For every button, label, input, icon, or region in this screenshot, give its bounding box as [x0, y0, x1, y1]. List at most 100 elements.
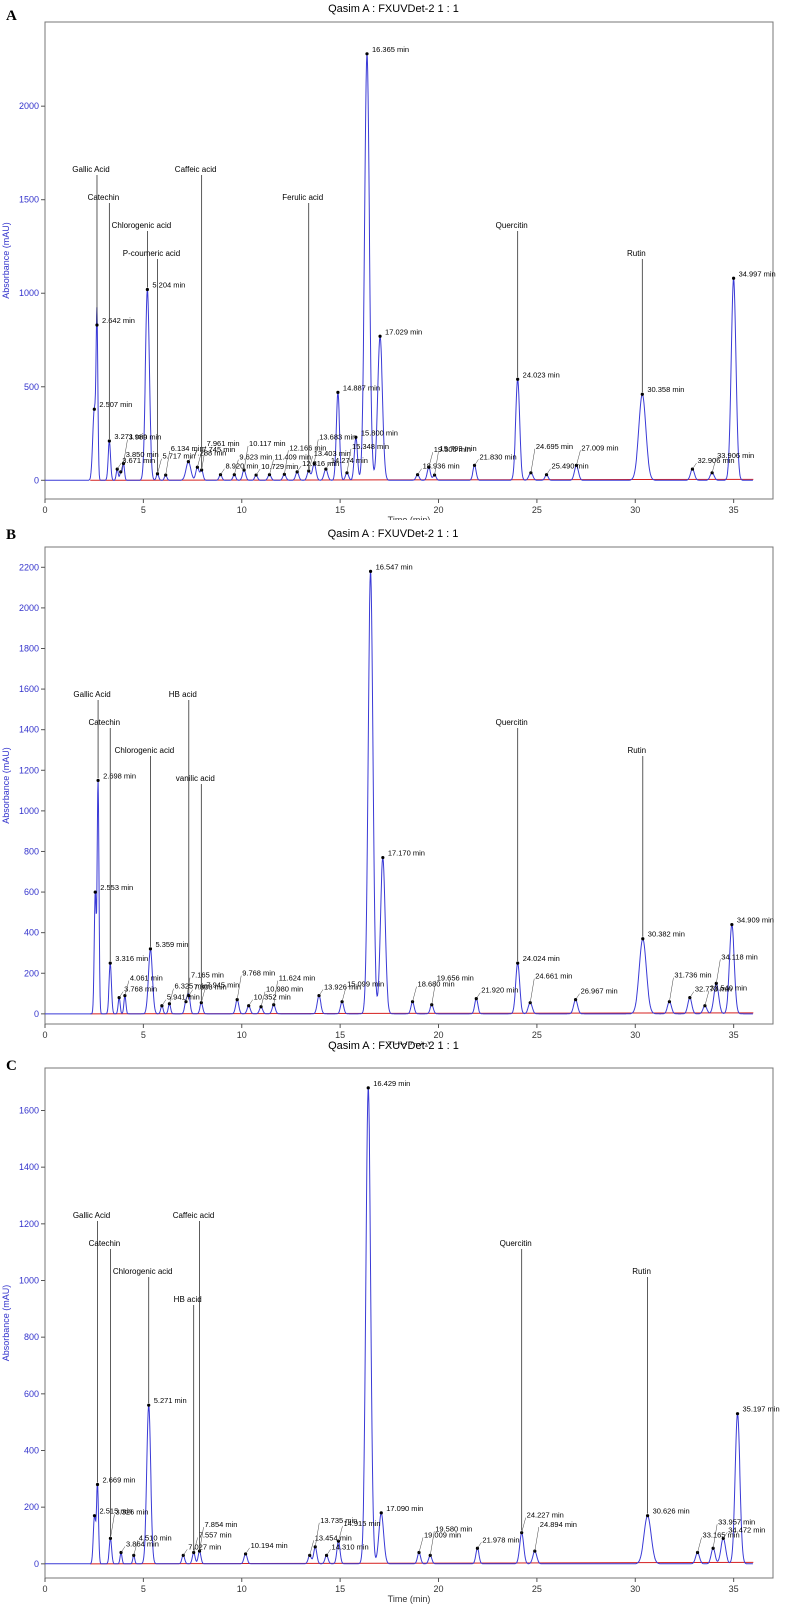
peak-leader [255, 468, 261, 476]
peak-rt-label: 24.227 min [527, 1511, 564, 1520]
peak-leader [157, 458, 162, 474]
chromatogram-panel-b: 0 200 400 600 800 1000 1200 1400 1600 1800 2000 220… [0, 525, 787, 1045]
compound-label: Rutin [632, 1267, 651, 1276]
peak-leader [308, 455, 313, 472]
peak-leader [576, 450, 581, 466]
peak-leader [199, 1527, 204, 1552]
peak-rt-label: 33.165 min [703, 1531, 740, 1540]
peak-rt-label: 2.698 min [103, 771, 136, 780]
peak-marker [378, 334, 382, 338]
peak-leader [309, 1540, 314, 1556]
y-tick-label: 400 [24, 928, 39, 938]
peak-rt-label: 13.454 min [315, 1533, 352, 1542]
peak-rt-label: 12.816 min [302, 459, 339, 468]
peak-marker [428, 1553, 432, 1557]
y-tick-label: 800 [24, 846, 39, 856]
peak-rt-label: 32.773 min [695, 985, 732, 994]
chromatogram-trace [45, 1087, 753, 1565]
peak-rt-label: 32.906 min [697, 456, 734, 465]
peak-marker [167, 1002, 172, 1006]
peak-rt-label: 14.310 min [332, 1542, 369, 1551]
peak-marker [92, 407, 96, 411]
peak-leader [692, 462, 697, 470]
x-axis-label: Time (min) [388, 515, 431, 520]
peak-rt-label: 24.894 min [540, 1520, 577, 1529]
peak-marker [181, 1553, 185, 1557]
peak-rt-label: 24.024 min [523, 954, 560, 963]
y-tick-label: 500 [24, 382, 39, 392]
peak-rt-label: 7.557 min [199, 1531, 232, 1540]
chart-title: Qasim A : FXUVDet-2 1 : 1 [328, 528, 459, 540]
peak-leader [124, 980, 130, 996]
y-tick-label: 2200 [19, 562, 39, 572]
peak-marker [313, 1545, 317, 1549]
compound-label: Quercitin [496, 221, 528, 230]
peak-marker [721, 1536, 725, 1540]
peak-marker [132, 1553, 136, 1557]
peak-leader [418, 1537, 424, 1553]
peak-marker [197, 1549, 202, 1553]
peak-marker [147, 1403, 151, 1407]
x-tick-label: 0 [42, 1030, 47, 1040]
peak-rt-label: 21.920 min [481, 986, 518, 995]
y-tick-label: 1000 [19, 288, 39, 298]
x-tick-label: 25 [532, 505, 542, 515]
peak-rt-label: 6.134 min [171, 444, 204, 453]
compound-label: Catechin [88, 718, 120, 727]
peak-marker [735, 1412, 740, 1416]
peak-rt-label: 25.490 min [552, 462, 589, 471]
peak-rt-label: 33.906 min [717, 451, 754, 460]
peak-rt-label: 13.735 min [320, 1516, 357, 1525]
peak-marker [199, 1001, 203, 1005]
peak-marker [92, 1514, 97, 1518]
peak-leader [161, 999, 167, 1006]
compound-label: P-coumeric acid [123, 249, 180, 258]
y-tick-label: 0 [34, 475, 39, 485]
compound-label: Chlorogenic acid [113, 1267, 173, 1276]
peak-rt-label: 24.023 min [523, 370, 560, 379]
peak-marker [324, 1553, 329, 1557]
plot-area [44, 546, 774, 1025]
peak-leader [273, 980, 278, 1005]
x-tick-label: 15 [335, 1584, 345, 1594]
compound-label: Quercitin [496, 718, 528, 727]
peak-rt-label: 7.288 min [193, 449, 226, 458]
peak-leader [689, 991, 695, 998]
peak-rt-label: 19.506 min [434, 445, 471, 454]
compound-label: Rutin [627, 249, 646, 258]
y-tick-label: 200 [24, 1502, 39, 1512]
peak-rt-label: 19.656 min [437, 974, 474, 983]
peak-rt-label: 13.683 min [319, 432, 356, 441]
peak-leader [434, 451, 439, 476]
y-tick-label: 200 [24, 968, 39, 978]
chromatogram-trace [45, 54, 753, 481]
peak-rt-label: 3.671 min [122, 456, 155, 465]
peak-marker [410, 1000, 415, 1004]
peak-marker [317, 993, 321, 998]
peak-marker [123, 993, 127, 998]
peak-leader [669, 977, 674, 1002]
peak-leader [325, 462, 331, 470]
peak-marker [164, 473, 168, 477]
baseline-line [90, 1012, 754, 1015]
panel-letter: C [6, 1058, 17, 1074]
chart-title: Qasim A : FXUVDet-2 1 : 1 [328, 1040, 459, 1052]
peak-leader [530, 448, 536, 473]
peak-rt-label: 12.166 min [289, 443, 326, 452]
peak-marker [95, 1482, 100, 1487]
x-tick-label: 30 [630, 1030, 640, 1040]
peak-rt-label: 5.204 min [152, 280, 185, 289]
peak-marker [641, 937, 645, 941]
peak-rt-label: 21.830 min [480, 452, 517, 461]
peak-rt-label: 13.403 min [314, 449, 351, 458]
peak-marker [366, 1086, 370, 1090]
peak-rt-label: 6.325 min [174, 982, 207, 991]
y-axis-label: Absorbance (mAU) [1, 1285, 11, 1362]
peak-marker [93, 890, 97, 894]
peak-marker [730, 922, 734, 927]
peak-rt-label: 16.429 min [373, 1079, 410, 1088]
peak-rt-label: 10.352 min [254, 993, 291, 1002]
compound-label: vanilic acid [176, 774, 215, 783]
x-tick-label: 35 [729, 1030, 739, 1040]
peak-marker [108, 961, 112, 965]
